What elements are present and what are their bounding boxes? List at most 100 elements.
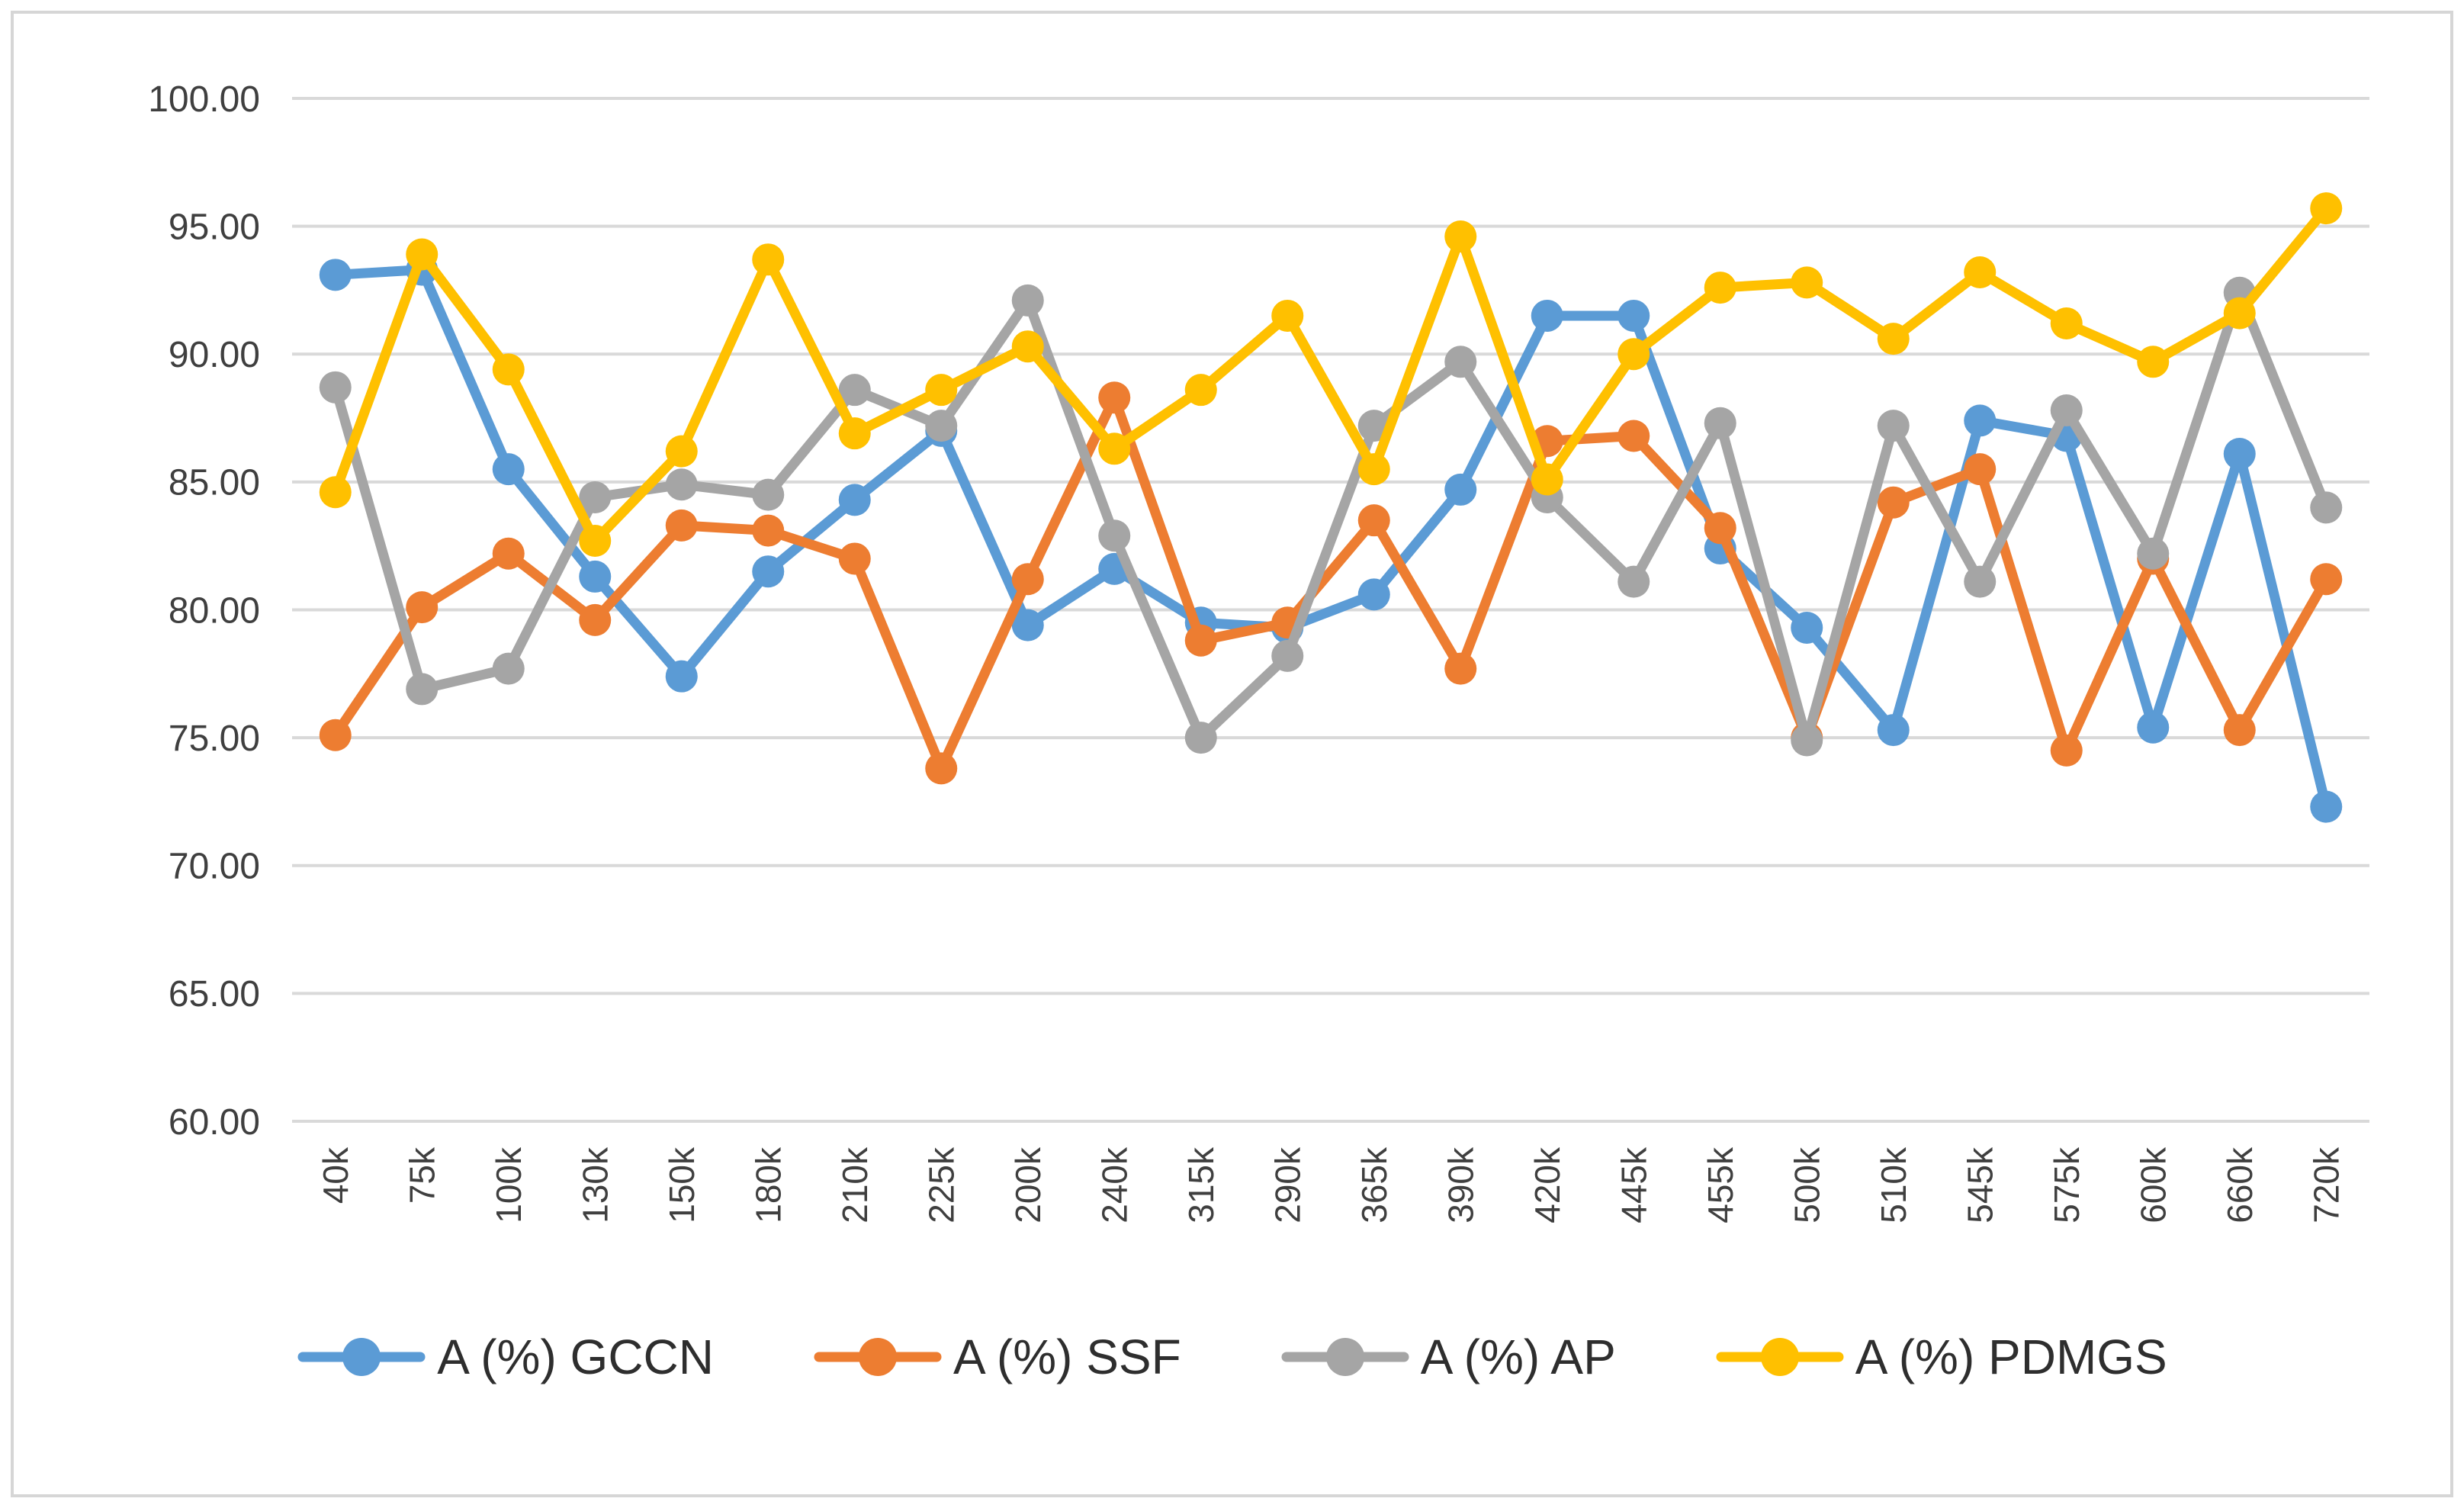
data-point-gccn-200k	[1011, 609, 1044, 641]
legend-marker-icon	[297, 1338, 426, 1376]
legend-label: A (%) GCCN	[437, 1330, 714, 1384]
data-point-ap-545k	[1964, 565, 1997, 598]
data-point-ssf-225k	[925, 752, 958, 785]
data-point-gccn-100k	[492, 453, 525, 486]
data-point-ssf-200k	[1011, 563, 1044, 596]
legend-marker-icon	[1281, 1338, 1409, 1376]
data-point-ssf-100k	[492, 537, 525, 570]
y-axis-label: 85.00	[169, 463, 260, 503]
data-point-ap-315k	[1184, 722, 1217, 754]
data-point-pdmgs-315k	[1184, 374, 1217, 407]
data-point-pdmgs-390k	[1444, 220, 1477, 253]
data-point-gccn-600k	[2137, 711, 2170, 744]
data-point-pdmgs-500k	[1791, 266, 1823, 299]
x-axis-label: 180k	[748, 1146, 788, 1223]
data-point-pdmgs-225k	[925, 374, 958, 407]
data-point-ssf-445k	[1618, 420, 1650, 452]
series-line-pdmgs	[330, 203, 2331, 546]
x-axis-label: 365k	[1354, 1146, 1394, 1223]
y-axis-label: 100.00	[148, 79, 260, 120]
x-axis-label: 150k	[662, 1146, 702, 1223]
data-point-pdmgs-660k	[2223, 297, 2256, 330]
data-point-pdmgs-420k	[1531, 463, 1563, 496]
data-point-ap-180k	[752, 478, 785, 511]
data-point-ap-445k	[1618, 565, 1650, 598]
x-axis-label: 545k	[1960, 1146, 2000, 1223]
data-point-ssf-130k	[579, 603, 612, 636]
series-line-ssf	[330, 392, 2331, 773]
data-point-ap-150k	[665, 468, 698, 501]
x-axis-label: 600k	[2133, 1146, 2173, 1223]
data-point-ap-500k	[1791, 724, 1823, 757]
data-point-pdmgs-75k	[406, 238, 439, 271]
x-axis-label: 40k	[316, 1146, 355, 1204]
data-point-gccn-500k	[1791, 611, 1823, 644]
data-point-pdmgs-290k	[1271, 299, 1304, 332]
x-axis-label: 210k	[835, 1146, 875, 1223]
data-point-ssf-390k	[1444, 652, 1477, 685]
legend-label: A (%) PDMGS	[1855, 1330, 2167, 1384]
x-axis-label: 130k	[575, 1146, 615, 1223]
data-point-gccn-545k	[1964, 404, 1997, 437]
data-point-pdmgs-130k	[579, 524, 612, 557]
legend-label: A (%) SSF	[953, 1330, 1181, 1384]
data-point-pdmgs-200k	[1011, 330, 1044, 363]
series-line-ap	[330, 288, 2331, 745]
y-axis-label: 95.00	[169, 207, 260, 247]
x-axis-label: 455k	[1701, 1146, 1740, 1223]
data-point-pdmgs-600k	[2137, 346, 2170, 378]
data-point-gccn-420k	[1531, 299, 1563, 332]
legend-item-pdmgs: A (%) PDMGS	[1715, 1329, 2167, 1385]
data-point-gccn-150k	[665, 660, 698, 693]
data-point-ssf-315k	[1184, 624, 1217, 657]
data-point-ap-720k	[2310, 491, 2343, 524]
legend-label: A (%) AP	[1420, 1330, 1616, 1384]
legend-marker-icon	[1716, 1338, 1844, 1376]
data-point-ap-390k	[1444, 346, 1477, 378]
data-point-ap-455k	[1704, 407, 1736, 439]
data-point-gccn-365k	[1357, 578, 1390, 611]
data-point-gccn-210k	[838, 484, 871, 516]
data-point-ap-225k	[925, 410, 958, 442]
data-point-ssf-210k	[838, 542, 871, 575]
data-point-pdmgs-240k	[1098, 432, 1131, 465]
x-axis-label: 445k	[1614, 1146, 1653, 1223]
data-point-pdmgs-40k	[319, 476, 352, 509]
x-axis-label: 240k	[1094, 1146, 1134, 1223]
data-point-pdmgs-510k	[1877, 323, 1910, 355]
x-axis-label: 575k	[2047, 1146, 2087, 1223]
data-point-ap-575k	[2050, 394, 2083, 427]
data-point-gccn-720k	[2310, 790, 2343, 823]
data-point-ap-75k	[406, 673, 439, 706]
data-point-ap-600k	[2137, 537, 2170, 570]
x-axis-label: 75k	[402, 1146, 442, 1204]
data-point-ssf-240k	[1098, 381, 1131, 414]
y-axis-label: 90.00	[169, 335, 260, 375]
data-point-gccn-130k	[579, 560, 612, 593]
data-point-ssf-510k	[1877, 486, 1910, 519]
data-point-gccn-40k	[319, 259, 352, 291]
y-axis-label: 60.00	[169, 1102, 260, 1143]
data-point-pdmgs-180k	[752, 243, 785, 276]
legend-item-ssf: A (%) SSF	[813, 1329, 1181, 1385]
y-axis-label: 65.00	[169, 974, 260, 1014]
data-point-ssf-720k	[2310, 563, 2343, 596]
data-point-ssf-365k	[1357, 504, 1390, 537]
data-point-pdmgs-545k	[1964, 256, 1997, 288]
legend-marker-icon	[814, 1338, 942, 1376]
data-point-ap-130k	[579, 481, 612, 513]
y-axis-label: 75.00	[169, 719, 260, 759]
data-point-pdmgs-150k	[665, 435, 698, 468]
data-point-ap-240k	[1098, 519, 1131, 552]
x-axis-label: 100k	[489, 1146, 528, 1223]
data-point-ssf-545k	[1964, 453, 1997, 486]
data-point-ap-290k	[1271, 639, 1304, 672]
data-point-ap-200k	[1011, 284, 1044, 317]
chart-legend: A (%) GCCN A (%) SSF A (%) AP A (%) PDMGS	[0, 1329, 2464, 1385]
data-point-ssf-75k	[406, 591, 439, 624]
x-axis-label: 290k	[1267, 1146, 1307, 1223]
data-point-pdmgs-210k	[838, 417, 871, 450]
x-axis-label: 390k	[1441, 1146, 1480, 1223]
